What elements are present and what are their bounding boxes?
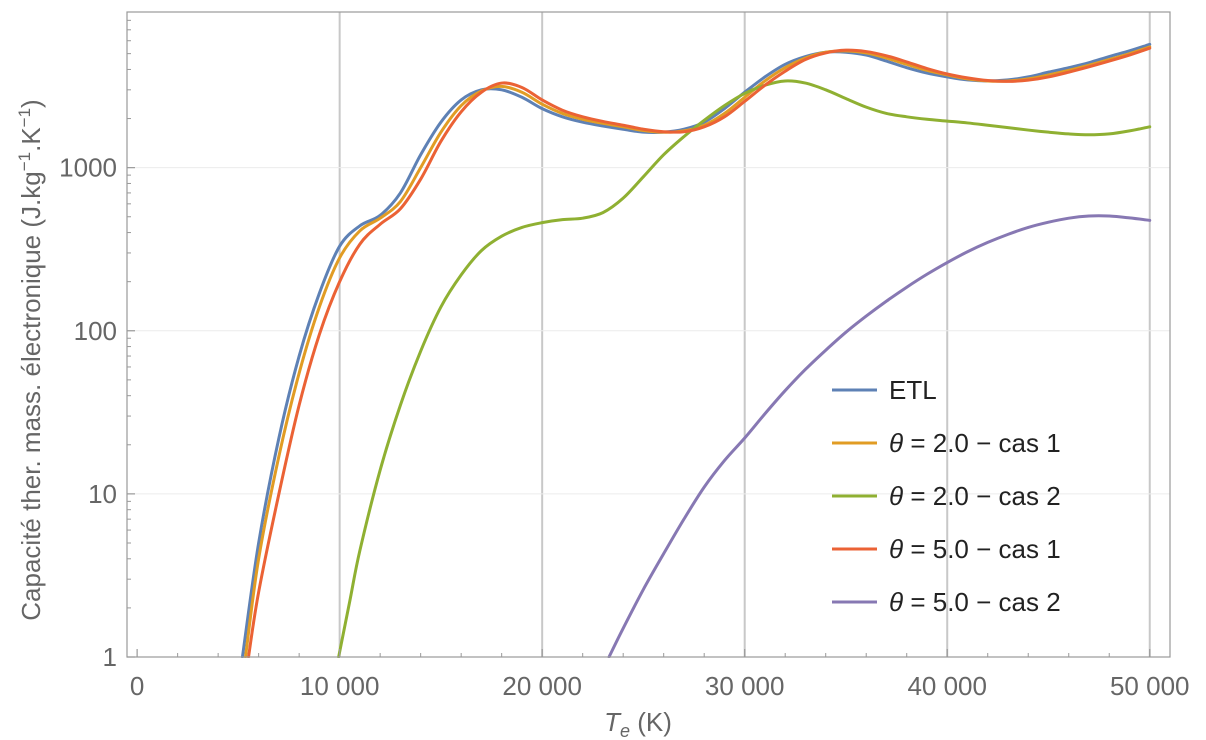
x-axis-title-unit: (K) — [630, 707, 672, 737]
y-tick-label: 100 — [74, 316, 117, 346]
y-axis-title-pre: Capacité ther. mass. électronique (J.kg — [16, 171, 46, 620]
legend-label-4: θ = 5.0 − cas 1 — [889, 534, 1061, 564]
series-layer — [240, 42, 1152, 659]
x-tick-label: 40 000 — [907, 671, 987, 701]
legend-label-5: θ = 5.0 − cas 2 — [889, 587, 1061, 617]
y-axis-title: Capacité ther. mass. électronique (J.kg−… — [15, 99, 46, 620]
x-tick-label: 20 000 — [502, 671, 582, 701]
y-axis-title-post: ) — [16, 99, 46, 108]
bottom-mask — [67, 658, 1206, 738]
legend-label-1: ETL — [889, 375, 937, 405]
x-tick-label: 30 000 — [705, 671, 785, 701]
plot-border — [126, 11, 1171, 658]
series-line-2 — [243, 45, 1152, 659]
y-axis-title-sup2: −1 — [15, 108, 34, 127]
series-line-3 — [337, 79, 1152, 659]
series-line-1 — [240, 42, 1152, 659]
grid — [127, 12, 1170, 657]
series-line-4 — [247, 46, 1152, 659]
y-axis-ticks: 1 10 100 1000 — [59, 11, 135, 672]
legend: ETL θ = 2.0 − cas 1 θ = 2.0 − cas 2 θ = 5.0… — [832, 375, 1061, 617]
x-axis-title: Te (K) — [604, 707, 672, 740]
legend-label-2: θ = 2.0 − cas 1 — [889, 428, 1061, 458]
x-axis-ticks: 0 10 000 20 000 30 000 40 000 50 000 — [130, 649, 1190, 701]
x-tick-label: 0 — [130, 671, 144, 701]
y-axis-title-sup1: −1 — [15, 152, 34, 171]
y-tick-label: 1000 — [59, 153, 117, 183]
y-tick-label: 1 — [103, 642, 117, 672]
plot-frame — [67, 11, 1206, 738]
x-axis-title-main: T — [604, 707, 622, 737]
y-tick-label: 10 — [88, 479, 117, 509]
y-axis-title-mid: .K — [16, 127, 46, 152]
series-line-5 — [607, 214, 1152, 659]
legend-label-3: θ = 2.0 − cas 2 — [889, 481, 1061, 511]
x-tick-label: 10 000 — [300, 671, 380, 701]
x-tick-label: 50 000 — [1110, 671, 1190, 701]
x-axis-title-sub: e — [620, 721, 630, 740]
